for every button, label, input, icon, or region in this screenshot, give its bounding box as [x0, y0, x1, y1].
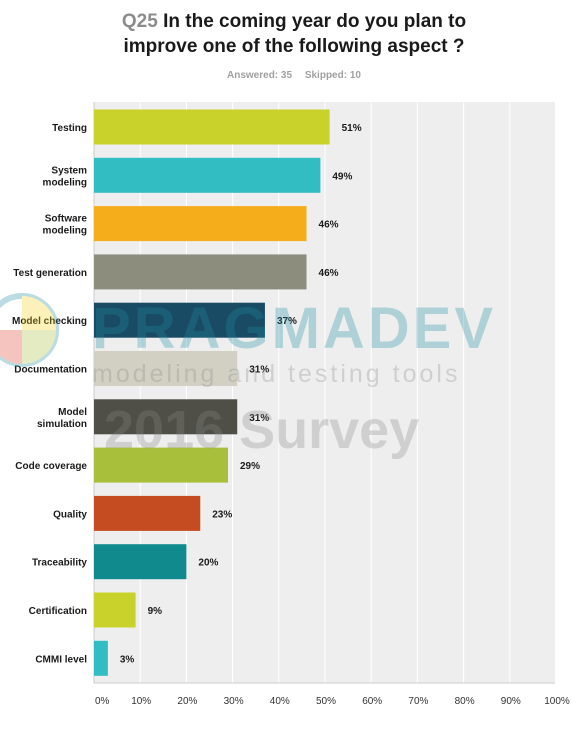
answered-count: Answered: 35 — [227, 70, 293, 81]
value-label: 9% — [148, 606, 163, 617]
value-label: 29% — [240, 461, 260, 472]
value-label: 46% — [319, 268, 339, 279]
category-label: Certification — [29, 606, 87, 617]
question-number: Q25 — [121, 11, 158, 32]
value-label: 20% — [198, 558, 218, 569]
bar — [94, 447, 228, 483]
category-label: Software modeling — [43, 214, 88, 237]
response-stats: Answered: 35 Skipped: 10 — [0, 70, 588, 81]
value-label: 51% — [342, 123, 362, 134]
watermark-brand: PRAGMADEV — [92, 296, 496, 361]
x-tick-label: 90% — [501, 696, 521, 707]
category-label: Model simulation — [37, 407, 87, 430]
bar — [94, 351, 238, 386]
value-label: 37% — [277, 316, 297, 327]
category-label: Testing — [52, 123, 87, 134]
x-tick-label: 50% — [316, 696, 336, 707]
value-label: 3% — [120, 654, 135, 665]
value-label: 31% — [249, 413, 269, 424]
x-tick-label: 20% — [177, 696, 197, 707]
x-tick-label: 100% — [544, 696, 570, 707]
x-tick-label: 70% — [408, 696, 428, 707]
category-label: Model checking — [12, 316, 87, 327]
x-tick-label: 40% — [270, 696, 290, 707]
question-title-line-1: Q25 In the coming year do you plan to — [0, 11, 588, 33]
watermark-logo-icon — [0, 293, 59, 367]
x-tick-labels: 0% 10% 20% 30% 40% 50% 60% 70% 80% 90% 100% — [95, 696, 570, 707]
value-labels: 51% 49% 46% 46% 37% 31% 31% 29% 23% 20% 9% 3% — [120, 123, 362, 665]
category-label: CMMI level — [35, 654, 87, 665]
category-label: Test generation — [13, 268, 87, 279]
skipped-count: Skipped: 10 — [304, 70, 361, 81]
question-title-line-2: improve one of the following aspect ? — [123, 36, 465, 57]
bar — [94, 157, 321, 193]
watermark: PRAGMADEV modeling and testing tools 201… — [0, 293, 496, 460]
category-label: Code coverage — [15, 461, 87, 472]
bar — [94, 254, 307, 290]
chart-header: Q25 In the coming year do you plan to im… — [0, 0, 588, 95]
x-tick-label: 80% — [455, 696, 475, 707]
category-labels: Testing System modeling Software modeling Tes… — [12, 123, 87, 665]
bar — [94, 495, 201, 531]
bar — [94, 206, 307, 242]
value-label: 31% — [249, 365, 269, 376]
value-label: 23% — [212, 509, 232, 520]
category-label: System modeling — [43, 165, 88, 188]
bar — [94, 399, 238, 435]
bars-group — [94, 109, 330, 676]
watermark-tagline: modeling and testing tools — [92, 360, 460, 388]
category-label: Documentation — [14, 365, 87, 376]
question-title-text: In the coming year do you plan to — [163, 11, 467, 32]
bar — [94, 109, 330, 145]
bar — [94, 592, 136, 628]
value-label: 46% — [319, 220, 339, 231]
x-tick-label: 60% — [362, 696, 382, 707]
gridlines — [93, 102, 557, 684]
bar — [94, 302, 265, 338]
x-tick-label: 30% — [224, 696, 244, 707]
bar — [94, 544, 187, 580]
x-tick-label: 10% — [131, 696, 151, 707]
bar — [94, 640, 108, 676]
category-label: Traceability — [32, 558, 87, 569]
watermark-subtitle: 2016 Survey — [104, 400, 419, 460]
value-label: 49% — [332, 171, 352, 182]
category-label: Quality — [53, 509, 87, 520]
x-tick-label: 0% — [95, 696, 110, 707]
